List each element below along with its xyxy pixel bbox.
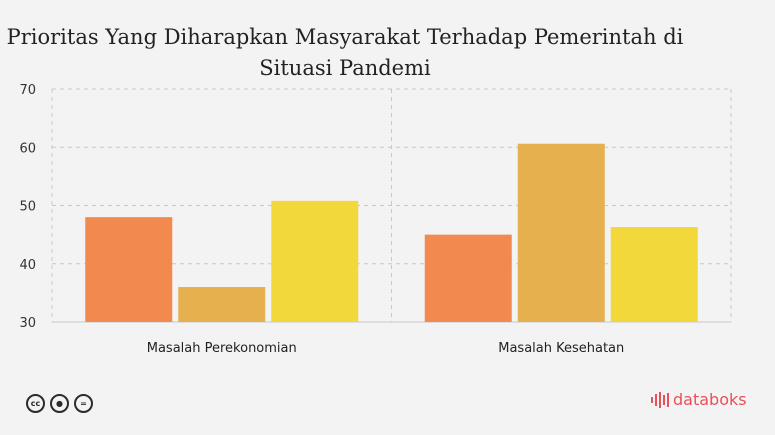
x-tick-label: Masalah Kesehatan [498, 341, 624, 356]
y-tick-label: 50 [19, 200, 36, 215]
databoks-logo-icon [651, 391, 669, 408]
bar [517, 143, 605, 322]
bar [424, 234, 512, 322]
brand-name: databoks [673, 390, 747, 409]
bar [85, 217, 173, 322]
chart-title: Prioritas Yang Diharapkan Masyarakat Ter… [6, 25, 684, 80]
license-icons: cc ● = [26, 394, 93, 413]
by-icon: ● [50, 394, 69, 413]
bars [85, 143, 698, 322]
y-tick-label: 40 [19, 258, 36, 273]
y-tick-label: 30 [19, 316, 36, 331]
y-tick-label: 60 [19, 141, 36, 156]
brand-logo: databoks [651, 390, 747, 409]
axes: 30 40 50 60 70 Masalah Perekonomian Masalah Ke… [19, 83, 624, 356]
bar [178, 287, 266, 322]
cc-icon: cc [26, 394, 45, 413]
y-tick-label: 70 [19, 83, 36, 98]
nd-icon: = [74, 394, 93, 413]
bar [271, 200, 359, 322]
bar [610, 227, 698, 322]
x-tick-label: Masalah Perekonomian [147, 341, 297, 356]
